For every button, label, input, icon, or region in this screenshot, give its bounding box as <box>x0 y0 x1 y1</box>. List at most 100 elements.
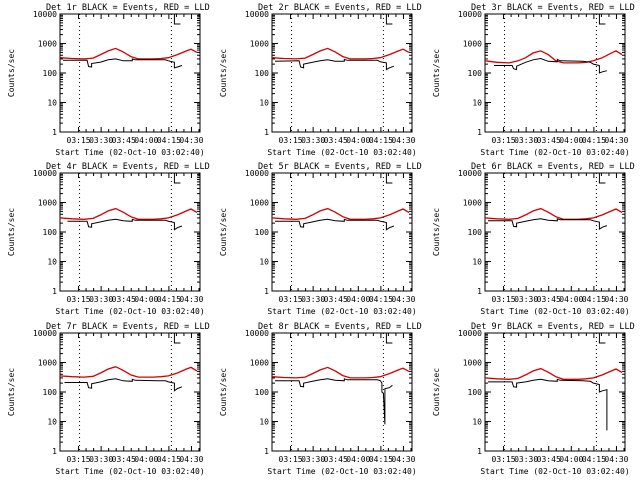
y-tick-label: 1000 <box>463 359 482 368</box>
detector-panel-1r: Det 1r BLACK = Events, RED = LLD Counts/s… <box>7 3 210 157</box>
lld-line <box>271 207 410 220</box>
lld-line <box>59 47 198 60</box>
lld-line <box>59 366 198 378</box>
x-tick-label: 03:30 <box>514 136 538 145</box>
detector-panel-6r: Det 6r BLACK = Events, RED = LLD Counts/s… <box>432 162 635 316</box>
x-tick-label: 04:00 <box>559 295 583 304</box>
x-axis-label: Start Time (02-Oct-10 03:02:40) <box>55 307 204 316</box>
x-tick-label: 04:15 <box>157 455 181 464</box>
y-tick-label: 100 <box>468 388 483 397</box>
y-tick-label: 10000 <box>458 329 482 338</box>
events-line <box>488 218 608 231</box>
x-tick-label: 04:30 <box>391 136 415 145</box>
x-tick-label: 03:45 <box>112 455 136 464</box>
events-line <box>488 378 608 431</box>
y-tick-label: 1 <box>264 128 269 137</box>
x-tick-label: 03:15 <box>67 136 91 145</box>
y-tick-label: 10000 <box>458 10 482 19</box>
x-tick-label: 04:30 <box>179 136 203 145</box>
y-tick-label: 10000 <box>458 169 482 178</box>
panel-title: Det 8r BLACK = Events, RED = LLD <box>258 322 422 332</box>
x-tick-label: 04:15 <box>369 295 393 304</box>
plot-frame <box>59 172 201 292</box>
panel-title: Det 4r BLACK = Events, RED = LLD <box>46 162 210 172</box>
y-tick-label: 10000 <box>33 329 57 338</box>
x-tick-label: 04:00 <box>559 455 583 464</box>
panel-title: Det 5r BLACK = Events, RED = LLD <box>258 162 422 172</box>
y-tick-label: 10 <box>47 99 57 108</box>
x-tick-label: 03:30 <box>514 295 538 304</box>
x-tick-label: 04:15 <box>582 455 606 464</box>
x-tick-label: 04:15 <box>157 295 181 304</box>
interval-bracket <box>173 14 181 25</box>
y-axis-label: Counts/sec <box>7 368 16 416</box>
events-line <box>67 218 183 231</box>
x-axis-label: Start Time (02-Oct-10 03:02:40) <box>480 148 629 157</box>
y-tick-label: 10 <box>259 418 269 427</box>
y-tick-label: 1000 <box>463 199 482 208</box>
interval-bracket <box>385 14 393 25</box>
lld-line <box>484 50 623 64</box>
y-tick-label: 10000 <box>245 169 269 178</box>
interval-bracket <box>173 333 181 344</box>
x-tick-label: 04:15 <box>369 136 393 145</box>
x-tick-label: 04:30 <box>604 455 628 464</box>
x-tick-label: 03:45 <box>112 295 136 304</box>
y-tick-label: 10 <box>47 258 57 267</box>
x-tick-label: 03:30 <box>89 455 113 464</box>
detector-panel-9r: Det 9r BLACK = Events, RED = LLD Counts/s… <box>432 322 635 476</box>
x-tick-label: 03:15 <box>492 455 516 464</box>
y-tick-label: 100 <box>255 69 270 78</box>
y-tick-label: 100 <box>255 228 270 237</box>
interval-bracket <box>598 333 606 344</box>
x-tick-label: 04:15 <box>369 455 393 464</box>
x-tick-label: 03:30 <box>301 136 325 145</box>
y-tick-label: 1000 <box>250 359 269 368</box>
y-tick-label: 10000 <box>245 10 269 19</box>
y-tick-label: 10 <box>472 418 482 427</box>
y-tick-label: 10 <box>259 99 269 108</box>
y-tick-label: 1 <box>264 287 269 296</box>
y-axis-label: Counts/sec <box>432 368 441 416</box>
interval-bracket <box>385 333 393 344</box>
x-axis-label: Start Time (02-Oct-10 03:02:40) <box>55 148 204 157</box>
x-tick-label: 03:15 <box>279 455 303 464</box>
y-tick-label: 1000 <box>250 199 269 208</box>
events-line <box>275 378 393 425</box>
y-tick-label: 1 <box>477 128 482 137</box>
x-tick-label: 04:00 <box>134 136 158 145</box>
detector-panel-5r: Det 5r BLACK = Events, RED = LLD Counts/s… <box>219 162 422 316</box>
detector-panel-8r: Det 8r BLACK = Events, RED = LLD Counts/s… <box>219 322 422 476</box>
x-tick-label: 03:45 <box>537 136 561 145</box>
y-tick-label: 1 <box>52 287 57 296</box>
y-tick-label: 1 <box>477 287 482 296</box>
x-tick-label: 03:15 <box>279 136 303 145</box>
events-line <box>494 57 608 74</box>
x-axis-label: Start Time (02-Oct-10 03:02:40) <box>267 148 416 157</box>
y-tick-label: 1000 <box>38 359 57 368</box>
detector-panel-7r: Det 7r BLACK = Events, RED = LLD Counts/s… <box>7 322 210 476</box>
events-line <box>275 218 395 231</box>
x-tick-label: 03:15 <box>67 455 91 464</box>
interval-bracket <box>173 173 181 184</box>
detector-panel-3r: Det 3r BLACK = Events, RED = LLD Counts/s… <box>432 3 635 157</box>
y-tick-label: 1000 <box>38 40 57 49</box>
y-tick-label: 1000 <box>250 40 269 49</box>
y-tick-label: 1 <box>477 447 482 456</box>
y-axis-label: Counts/sec <box>7 49 16 97</box>
y-tick-label: 10000 <box>33 169 57 178</box>
x-tick-label: 04:00 <box>134 455 158 464</box>
events-line <box>63 58 183 69</box>
y-tick-label: 100 <box>255 388 270 397</box>
x-tick-label: 04:30 <box>391 295 415 304</box>
panel-title: Det 3r BLACK = Events, RED = LLD <box>471 3 635 13</box>
x-tick-label: 03:45 <box>324 136 348 145</box>
panel-title: Det 7r BLACK = Events, RED = LLD <box>46 322 210 332</box>
x-tick-label: 03:45 <box>324 295 348 304</box>
x-tick-label: 03:30 <box>89 136 113 145</box>
y-axis-label: Counts/sec <box>219 368 228 416</box>
y-tick-label: 1000 <box>38 199 57 208</box>
interval-bracket <box>598 173 606 184</box>
y-tick-label: 1 <box>52 128 57 137</box>
y-tick-label: 100 <box>43 228 58 237</box>
